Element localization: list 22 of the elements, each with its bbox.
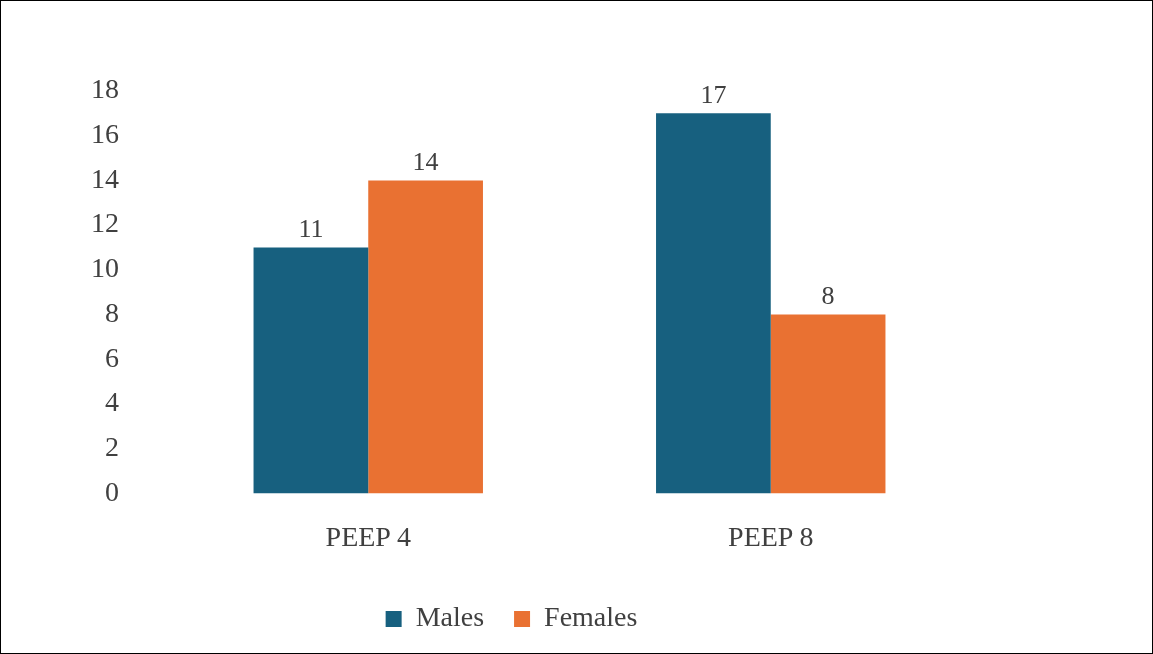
data-label: 11: [298, 214, 324, 244]
y-tick-label: 8: [105, 296, 119, 328]
y-tick-label: 4: [105, 386, 119, 418]
y-tick-label: 18: [91, 73, 119, 105]
y-tick-label: 12: [91, 207, 119, 239]
bar: [656, 113, 771, 494]
x-tick-label: PEEP 8: [728, 520, 814, 552]
y-tick-label: 6: [105, 341, 119, 373]
bar: [253, 247, 369, 494]
data-label: 14: [412, 147, 439, 177]
data-label: 17: [700, 80, 727, 110]
legend-label: Males: [415, 601, 485, 633]
bar: [368, 180, 483, 494]
legend-label: Females: [544, 601, 638, 633]
y-tick-label: 14: [91, 162, 119, 194]
data-label: 8: [821, 281, 835, 311]
bar: [770, 314, 886, 494]
y-tick-label: 16: [91, 118, 119, 150]
x-tick-label: PEEP 4: [325, 520, 411, 552]
y-tick-label: 0: [105, 475, 119, 507]
y-tick-label: 2: [105, 431, 119, 463]
y-tick-label: 10: [91, 252, 119, 284]
